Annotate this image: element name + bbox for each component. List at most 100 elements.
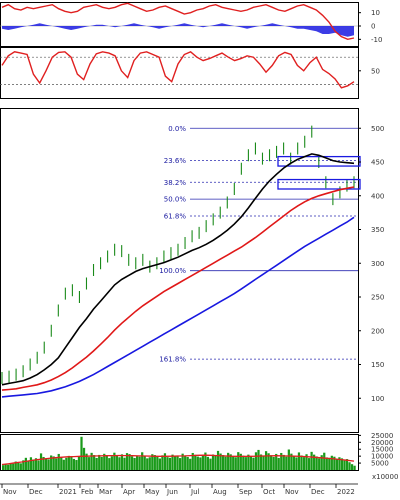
volume-bar — [50, 455, 53, 470]
volume-bar — [214, 455, 217, 470]
fib-level-label: 61.8% — [164, 213, 187, 221]
volume-bar — [353, 465, 356, 470]
y-tick-label: 150 — [371, 361, 384, 369]
volume-bar — [282, 454, 285, 470]
volume-bar — [272, 456, 275, 470]
volume-bar — [82, 447, 86, 470]
volume-bar — [98, 454, 101, 470]
volume-bar — [224, 456, 227, 470]
volume-bar — [191, 452, 194, 470]
volume-bar — [239, 453, 242, 470]
volume-bar — [350, 464, 354, 470]
volume-bar — [120, 454, 124, 470]
volume-bar — [70, 456, 73, 470]
volume-bar — [292, 455, 296, 470]
volume-bar — [209, 458, 212, 470]
volume-bar — [318, 458, 321, 470]
volume-bar — [123, 457, 126, 470]
panel-frame — [0, 2, 359, 47]
volume-bar — [87, 457, 91, 470]
volume-bar — [108, 458, 111, 470]
volume-bar — [141, 452, 144, 470]
volume-bar — [151, 454, 154, 470]
volume-bar — [320, 455, 323, 470]
volume-bar — [136, 455, 139, 470]
fib-level-label: 0.0% — [168, 125, 186, 133]
volume-bar — [348, 462, 351, 470]
volume-bar — [199, 457, 202, 470]
volume-bar — [254, 452, 258, 470]
volume-bar — [75, 460, 78, 470]
volume-bar — [14, 461, 17, 470]
x-tick-label: Sep — [239, 488, 253, 496]
volume-bar — [204, 452, 207, 470]
volume-bar — [270, 455, 273, 470]
y-tick-label: 400 — [371, 192, 384, 200]
y-tick-label: 5000 — [371, 460, 389, 468]
volume-bar — [80, 436, 83, 470]
volume-bar — [4, 464, 7, 470]
oscillator-series-2 — [2, 23, 354, 37]
volume-bar — [39, 453, 43, 470]
volume-bar — [297, 452, 301, 470]
volume-bar — [130, 456, 134, 470]
fib-level-label: 100.0% — [159, 267, 186, 275]
volume-bar — [277, 457, 280, 470]
volume-bar — [113, 452, 116, 470]
volume-bar — [330, 455, 333, 470]
volume-bar — [44, 458, 48, 470]
volume-bar — [118, 457, 121, 470]
volume-bar — [307, 458, 311, 470]
volume-bar — [95, 457, 98, 470]
volume-bar — [242, 455, 245, 470]
volume-bar — [338, 457, 341, 470]
volume-bar — [47, 459, 50, 470]
volume-bar — [179, 458, 182, 470]
fib-level-label: 50.0% — [164, 196, 187, 204]
volume-bar — [313, 454, 316, 470]
volume-bar — [234, 457, 237, 470]
momentum-series — [1, 50, 355, 89]
volume-bar — [275, 453, 278, 470]
y-tick-label: 300 — [371, 260, 384, 268]
volume-bar — [280, 452, 283, 470]
y-tick-label: 250 — [371, 294, 384, 302]
volume-bar — [176, 455, 179, 470]
volume-bar — [186, 456, 189, 470]
volume-bar — [201, 455, 204, 470]
volume-bar — [105, 455, 108, 470]
volume-bar — [244, 457, 247, 470]
volume-bar — [287, 449, 290, 470]
fib-level-label: 23.6% — [164, 157, 187, 165]
volume-bar — [325, 457, 328, 470]
volume-bar — [310, 451, 313, 470]
volume-bar — [247, 454, 250, 470]
moving-average-long — [1, 216, 355, 398]
volume-bar — [173, 456, 177, 470]
x-tick-label: Nov — [285, 488, 299, 496]
x-tick-label: Dec — [29, 488, 43, 496]
panel-frame — [0, 434, 359, 471]
volume-bar — [34, 458, 38, 470]
x-tick-label: Jun — [166, 488, 178, 496]
volume-unit: x10000 — [372, 473, 398, 481]
volume-bar — [125, 453, 129, 470]
volume-bar — [161, 455, 164, 470]
y-tick-label: 500 — [371, 125, 384, 133]
volume-bar — [232, 456, 235, 470]
volume-bar — [133, 457, 136, 470]
volume-bar — [85, 453, 88, 470]
volume-bar — [189, 458, 192, 470]
volume-bar — [115, 455, 119, 470]
volume-bar — [166, 457, 169, 470]
volume-bar — [168, 457, 172, 470]
volume-bar — [22, 460, 25, 470]
volume-bar — [300, 455, 303, 470]
fib-level-label: 161.8% — [159, 356, 186, 364]
volume-bar — [227, 452, 230, 470]
y-tick-label: 10 — [371, 9, 380, 17]
y-tick-label: 200 — [371, 327, 384, 335]
volume-bar — [17, 462, 20, 470]
oscillator-series-1 — [1, 2, 355, 41]
volume-average — [1, 454, 355, 466]
